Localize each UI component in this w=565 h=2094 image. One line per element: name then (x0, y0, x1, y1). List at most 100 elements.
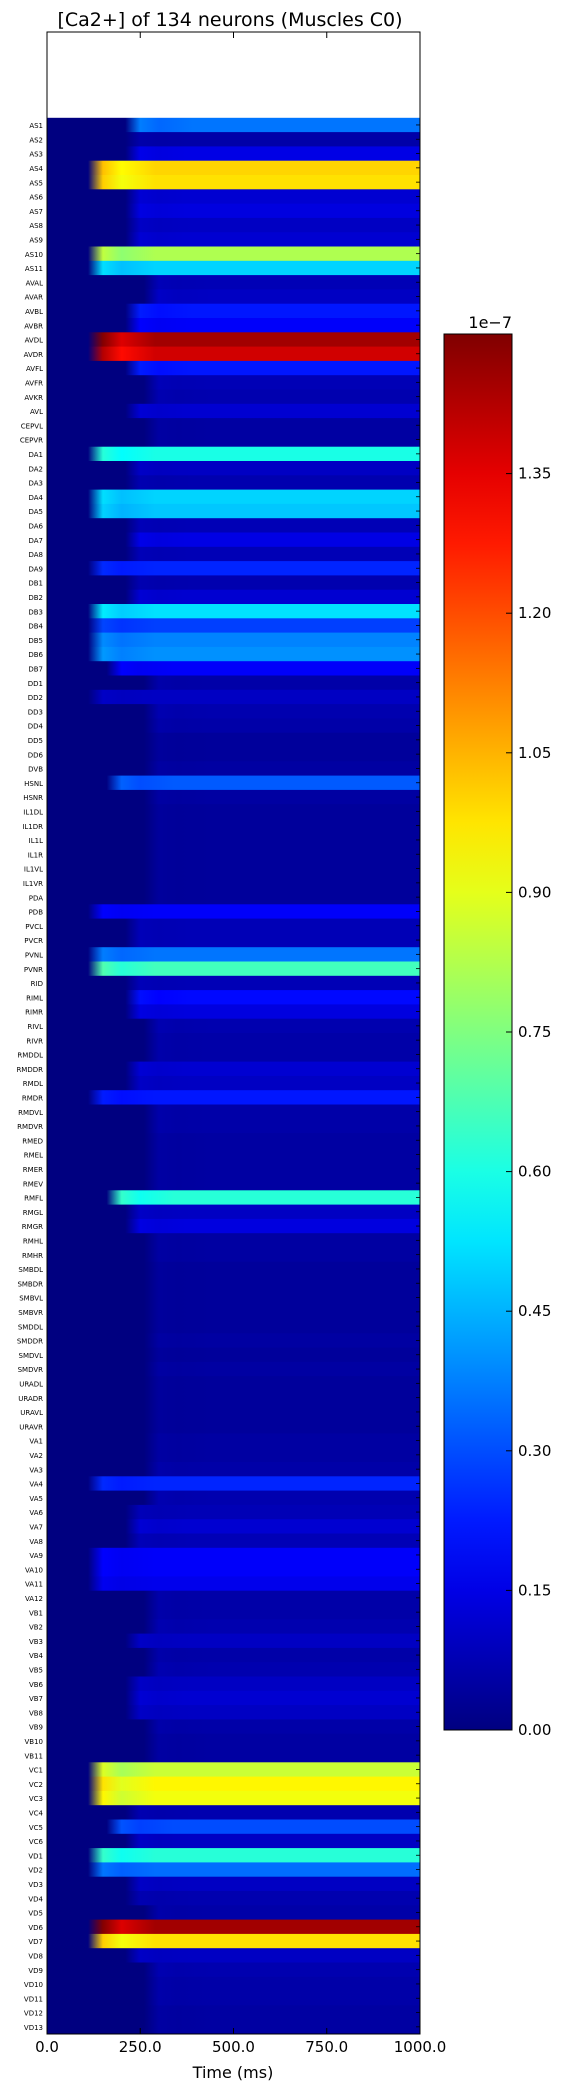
heatmap-row-RMDVL (47, 1104, 420, 1120)
heatmap-row-IL1DR (47, 818, 420, 834)
row-label-RMHL: RMHL (23, 1238, 43, 1246)
heatmap-row-AVBR (47, 318, 420, 333)
heatmap-row-VC6 (47, 1833, 420, 1849)
row-label-VD11: VD11 (24, 1995, 43, 2003)
heatmap-row-VA9 (47, 1547, 420, 1563)
heatmap-row-VA8 (47, 1533, 420, 1549)
colorbar-tick-label: 1.20 (518, 604, 551, 622)
row-label-VA2: VA2 (29, 1452, 43, 1460)
heatmap-row-VB1 (47, 1605, 420, 1620)
row-labels: AS1 AS2 AS3 AS4 AS5 AS6 AS7 AS8 AS9 AS10 AS11 AVAL A… (16, 122, 420, 2032)
heatmap-row-URAVL (47, 1404, 420, 1420)
row-label-DD5: DD5 (28, 737, 43, 745)
heatmap-cells (47, 117, 420, 2035)
row-label-RMDVR: RMDVR (17, 1123, 43, 1131)
row-label-VA9: VA9 (29, 1552, 43, 1560)
row-label-DD3: DD3 (28, 708, 43, 716)
heatmap-row-VD12 (47, 2005, 420, 2021)
row-label-RMEL: RMEL (24, 1152, 43, 1160)
heatmap-row-DA9 (47, 561, 420, 576)
x-tick-label: 1000.0 (394, 2038, 447, 2056)
heatmap-row-AVFR (47, 375, 420, 390)
row-label-VD1: VD1 (28, 1852, 43, 1860)
heatmap-row-AVKR (47, 389, 420, 405)
heatmap-row-HSNL (47, 775, 420, 791)
row-label-DB3: DB3 (28, 608, 43, 616)
heatmap-row-VA5 (47, 1490, 420, 1506)
heatmap-row-PVNL (47, 947, 420, 962)
x-axis: 0.0 250.0 500.0 750.0 1000.0 (35, 32, 446, 2056)
heatmap-row-PVCR (47, 932, 420, 948)
row-label-SMBDL: SMBDL (18, 1266, 43, 1274)
heatmap-row-DA4 (47, 489, 420, 505)
heatmap-row-RMEV (47, 1176, 420, 1191)
heatmap-row-IL1DL (47, 804, 420, 819)
heatmap-row-RIVR (47, 1033, 420, 1048)
row-label-VC3: VC3 (29, 1795, 43, 1803)
row-label-RID: RID (31, 980, 43, 988)
heatmap-row-AS9 (47, 232, 420, 247)
row-label-URADL: URADL (19, 1381, 43, 1389)
row-label-VC1: VC1 (29, 1767, 43, 1775)
heatmap-row-DD1 (47, 675, 420, 691)
row-label-VB10: VB10 (25, 1738, 44, 1746)
row-label-VB11: VB11 (25, 1752, 44, 1760)
heatmap-row-DA3 (47, 475, 420, 490)
heatmap-row-VD6 (47, 1919, 420, 1935)
row-label-RMER: RMER (23, 1166, 43, 1174)
row-label-VD2: VD2 (28, 1867, 43, 1875)
colorbar-tick-label: 0.30 (518, 1442, 551, 1460)
row-label-VD13: VD13 (24, 2024, 43, 2032)
heatmap-row-AVFL (47, 360, 420, 376)
row-label-DB6: DB6 (28, 651, 43, 659)
heatmap-row-DD4 (47, 718, 420, 734)
colorbar-exponent-label: 1e−7 (468, 313, 512, 332)
colorbar-tick-label: 0.00 (518, 1721, 551, 1739)
heatmap-row-RMGL (47, 1204, 420, 1220)
row-label-HSNL: HSNL (24, 780, 43, 788)
row-label-VA7: VA7 (29, 1524, 43, 1532)
heatmap-row-VA10 (47, 1562, 420, 1577)
row-label-IL1VL: IL1VL (24, 866, 43, 874)
heatmap-row-RMHR (47, 1247, 420, 1263)
heatmap-row-PVNR (47, 961, 420, 977)
heatmap-row-VC1 (47, 1762, 420, 1777)
row-label-VC6: VC6 (29, 1838, 44, 1846)
heatmap-row-URADL (47, 1376, 420, 1391)
heatmap-row-IL1R (47, 847, 420, 862)
heatmap-row-RMED (47, 1133, 420, 1148)
colorbar-tick-label: 0.90 (518, 883, 551, 901)
heatmap-row-VD3 (47, 1876, 420, 1892)
row-label-RMGL: RMGL (23, 1209, 43, 1217)
row-label-SMDVL: SMDVL (19, 1352, 44, 1360)
heatmap-row-VB10 (47, 1733, 420, 1749)
row-label-IL1L: IL1L (29, 837, 43, 845)
heatmap-row-DA1 (47, 446, 420, 462)
row-label-RMED: RMED (22, 1137, 43, 1145)
row-label-PVCR: PVCR (24, 937, 43, 945)
row-label-URADR: URADR (18, 1395, 43, 1403)
row-label-SMBDR: SMBDR (17, 1280, 43, 1288)
row-label-VD9: VD9 (28, 1967, 43, 1975)
heatmap-row-VA4 (47, 1476, 420, 1491)
heatmap-row-CEPVL (47, 418, 420, 433)
row-label-AS10: AS10 (25, 251, 43, 259)
row-label-DA4: DA4 (28, 494, 43, 502)
heatmap-row-VA7 (47, 1519, 420, 1534)
row-label-URAVR: URAVR (19, 1423, 43, 1431)
heatmap-row-AVL (47, 403, 420, 419)
row-label-VA3: VA3 (29, 1466, 43, 1474)
row-label-AVBR: AVBR (24, 322, 43, 330)
heatmap-row-VB9 (47, 1719, 420, 1735)
heatmap-row-IL1VL (47, 861, 420, 877)
row-label-VA5: VA5 (29, 1495, 43, 1503)
heatmap-row-AS5 (47, 175, 420, 190)
heatmap-row-VB7 (47, 1690, 420, 1706)
heatmap-row-AVDR (47, 346, 420, 362)
row-label-IL1R: IL1R (28, 851, 43, 859)
heatmap-row-DB2 (47, 589, 420, 605)
row-label-VB1: VB1 (29, 1609, 43, 1617)
row-label-AS3: AS3 (29, 151, 43, 159)
row-label-AS7: AS7 (29, 208, 43, 216)
